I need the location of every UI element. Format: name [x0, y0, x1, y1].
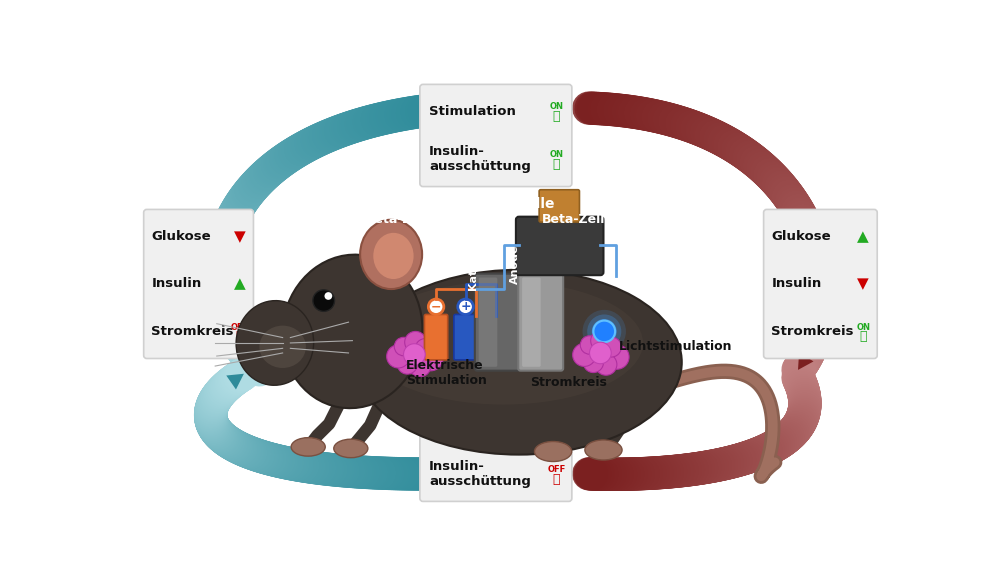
Circle shape	[587, 314, 622, 349]
Circle shape	[589, 342, 611, 364]
Polygon shape	[433, 102, 449, 118]
Circle shape	[415, 339, 436, 358]
Text: OFF: OFF	[231, 323, 248, 332]
Circle shape	[325, 292, 333, 300]
Text: ON: ON	[549, 102, 563, 111]
FancyBboxPatch shape	[475, 274, 520, 371]
Ellipse shape	[364, 281, 643, 405]
Text: ▲: ▲	[857, 229, 869, 244]
Circle shape	[601, 337, 622, 357]
Text: Stimulation: Stimulation	[430, 105, 516, 118]
Circle shape	[404, 344, 426, 365]
Text: Kathode: Kathode	[468, 238, 478, 290]
FancyBboxPatch shape	[522, 277, 541, 367]
Text: Beta-Zellen: Beta-Zellen	[543, 213, 623, 226]
Text: Stimulation: Stimulation	[430, 420, 516, 433]
FancyBboxPatch shape	[420, 399, 572, 502]
Ellipse shape	[360, 220, 422, 289]
Circle shape	[595, 354, 617, 375]
Text: Stromkreis: Stromkreis	[531, 376, 607, 389]
Text: OFF: OFF	[547, 417, 565, 426]
Polygon shape	[798, 353, 814, 370]
Ellipse shape	[236, 300, 314, 385]
Circle shape	[405, 331, 427, 353]
Polygon shape	[589, 466, 605, 483]
Ellipse shape	[259, 325, 306, 368]
Polygon shape	[227, 374, 244, 389]
Text: −: −	[431, 300, 442, 313]
Text: Stromkreis: Stromkreis	[771, 325, 853, 338]
Text: Insulin-
ausschüttung: Insulin- ausschüttung	[430, 461, 531, 488]
Circle shape	[583, 353, 604, 372]
Text: Insulin-
ausschüttung: Insulin- ausschüttung	[430, 146, 531, 173]
Circle shape	[592, 319, 617, 344]
Circle shape	[580, 336, 599, 354]
Text: ▲: ▲	[234, 277, 246, 292]
Text: ▼: ▼	[857, 277, 869, 292]
Text: Glukose: Glukose	[151, 230, 211, 243]
Circle shape	[418, 346, 444, 371]
Circle shape	[572, 343, 596, 367]
Circle shape	[604, 345, 629, 369]
FancyBboxPatch shape	[420, 84, 572, 187]
Text: ⏻: ⏻	[859, 331, 867, 343]
FancyBboxPatch shape	[516, 217, 604, 275]
Circle shape	[457, 299, 473, 314]
Ellipse shape	[282, 255, 423, 408]
Circle shape	[429, 299, 444, 314]
Text: ON: ON	[856, 323, 870, 332]
FancyBboxPatch shape	[479, 277, 497, 367]
Ellipse shape	[373, 233, 414, 279]
Text: Anode: Anode	[510, 244, 520, 284]
Circle shape	[591, 330, 613, 351]
Text: Stromkreis: Stromkreis	[151, 325, 234, 338]
Text: Insulin: Insulin	[151, 277, 202, 291]
Text: Insulin: Insulin	[771, 277, 822, 291]
Circle shape	[387, 345, 410, 368]
Text: ⏻: ⏻	[552, 110, 560, 124]
Text: ⏻: ⏻	[552, 425, 560, 438]
Text: ON: ON	[549, 150, 563, 160]
FancyBboxPatch shape	[763, 209, 877, 358]
Ellipse shape	[535, 441, 571, 462]
Ellipse shape	[356, 270, 682, 455]
Circle shape	[394, 338, 413, 356]
Ellipse shape	[585, 440, 622, 460]
Text: ▼: ▼	[234, 229, 246, 244]
Ellipse shape	[291, 438, 326, 456]
Circle shape	[397, 354, 418, 374]
Text: ⏻: ⏻	[236, 331, 244, 343]
FancyBboxPatch shape	[144, 209, 253, 358]
FancyBboxPatch shape	[518, 274, 563, 371]
FancyBboxPatch shape	[540, 190, 579, 222]
Text: Elektrische
Stimulation: Elektrische Stimulation	[406, 359, 487, 387]
Text: Lichtstimulation: Lichtstimulation	[619, 340, 733, 353]
FancyBboxPatch shape	[425, 314, 447, 360]
FancyBboxPatch shape	[453, 314, 477, 360]
Circle shape	[409, 355, 431, 377]
Text: +: +	[460, 300, 471, 313]
Text: Beta-Zellen: Beta-Zellen	[365, 213, 446, 226]
Text: Brennstoffzelle: Brennstoffzelle	[436, 197, 554, 211]
Text: Glukose: Glukose	[771, 230, 831, 243]
Circle shape	[313, 290, 335, 311]
Text: OFF: OFF	[547, 465, 565, 474]
Circle shape	[593, 321, 615, 342]
Text: ⏻: ⏻	[552, 473, 560, 486]
Text: ⏻: ⏻	[552, 158, 560, 171]
Ellipse shape	[334, 439, 368, 458]
Circle shape	[582, 310, 626, 353]
